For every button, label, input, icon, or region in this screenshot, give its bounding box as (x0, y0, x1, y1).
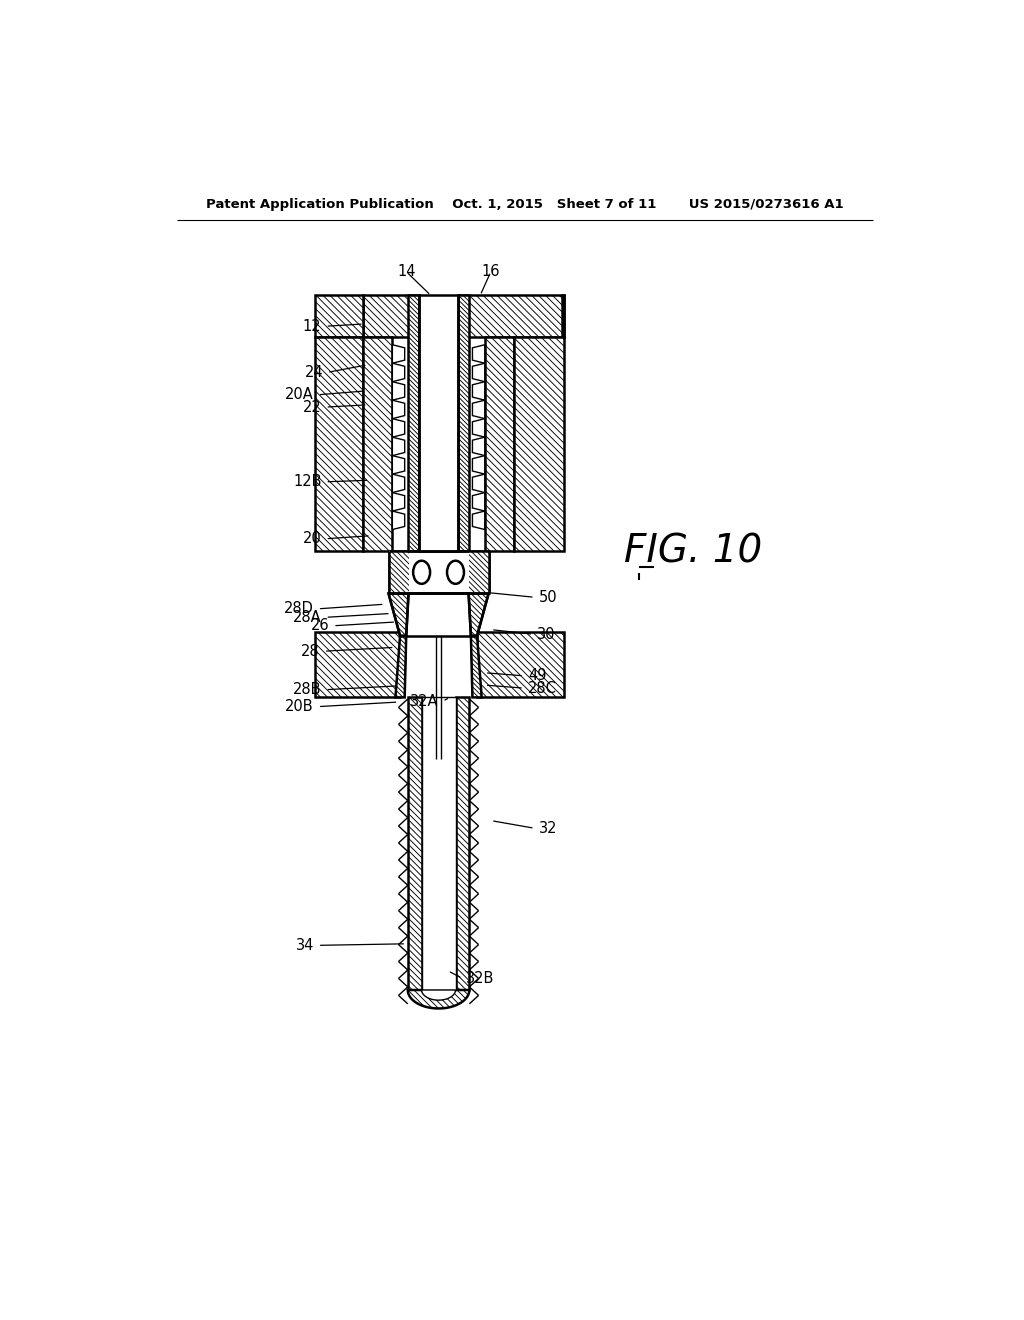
Polygon shape (422, 990, 456, 1001)
Polygon shape (392, 363, 404, 381)
Polygon shape (392, 511, 404, 529)
Polygon shape (315, 337, 364, 552)
Polygon shape (364, 337, 392, 552)
Text: 30: 30 (538, 627, 556, 642)
Text: 50: 50 (539, 590, 557, 605)
Polygon shape (395, 636, 407, 697)
Polygon shape (458, 296, 469, 552)
Text: 28A: 28A (293, 610, 322, 624)
Text: 34: 34 (296, 937, 313, 953)
Text: 49: 49 (528, 668, 547, 684)
Polygon shape (514, 337, 564, 552)
Polygon shape (408, 697, 422, 990)
Text: 12B: 12B (293, 474, 322, 490)
Polygon shape (392, 418, 404, 437)
Text: 22: 22 (303, 400, 322, 414)
Text: 20: 20 (303, 531, 322, 546)
Polygon shape (472, 418, 484, 437)
Polygon shape (469, 594, 488, 636)
Polygon shape (562, 296, 564, 337)
Text: 24: 24 (304, 364, 323, 380)
Polygon shape (422, 697, 456, 990)
Text: 32: 32 (539, 821, 557, 836)
Polygon shape (477, 632, 564, 697)
Text: 28B: 28B (293, 682, 322, 697)
Text: 16: 16 (481, 264, 500, 279)
Polygon shape (458, 296, 564, 337)
Polygon shape (472, 474, 484, 492)
Polygon shape (392, 455, 404, 474)
Polygon shape (315, 632, 400, 697)
Polygon shape (469, 552, 488, 594)
Polygon shape (472, 400, 484, 418)
Polygon shape (388, 552, 409, 594)
Polygon shape (456, 697, 469, 990)
Polygon shape (472, 511, 484, 529)
Polygon shape (472, 437, 484, 455)
Polygon shape (392, 345, 404, 363)
Text: Patent Application Publication    Oct. 1, 2015   Sheet 7 of 11       US 2015/027: Patent Application Publication Oct. 1, 2… (206, 198, 844, 211)
Text: 28D: 28D (284, 602, 313, 616)
Polygon shape (392, 400, 404, 418)
Polygon shape (388, 594, 409, 636)
Text: 28: 28 (301, 644, 319, 659)
Polygon shape (392, 492, 404, 511)
Text: 32B: 32B (466, 972, 495, 986)
Text: 28C: 28C (528, 681, 557, 696)
Polygon shape (472, 363, 484, 381)
Polygon shape (364, 296, 419, 337)
Polygon shape (408, 990, 469, 1008)
Text: 26: 26 (310, 618, 330, 634)
Polygon shape (484, 337, 514, 552)
Text: 14: 14 (397, 264, 416, 279)
Text: 12: 12 (303, 318, 322, 334)
Polygon shape (315, 296, 364, 337)
Polygon shape (472, 492, 484, 511)
Polygon shape (400, 594, 477, 636)
Text: FIG. 10: FIG. 10 (624, 532, 762, 570)
Text: 32A: 32A (410, 694, 438, 709)
Polygon shape (472, 455, 484, 474)
Text: 20A: 20A (285, 387, 313, 403)
Text: 20B: 20B (286, 700, 313, 714)
Polygon shape (388, 552, 488, 594)
Polygon shape (472, 381, 484, 400)
Polygon shape (471, 636, 481, 697)
Polygon shape (392, 474, 404, 492)
Polygon shape (408, 296, 419, 552)
Polygon shape (392, 381, 404, 400)
Polygon shape (419, 296, 458, 552)
Polygon shape (472, 345, 484, 363)
Polygon shape (392, 437, 404, 455)
